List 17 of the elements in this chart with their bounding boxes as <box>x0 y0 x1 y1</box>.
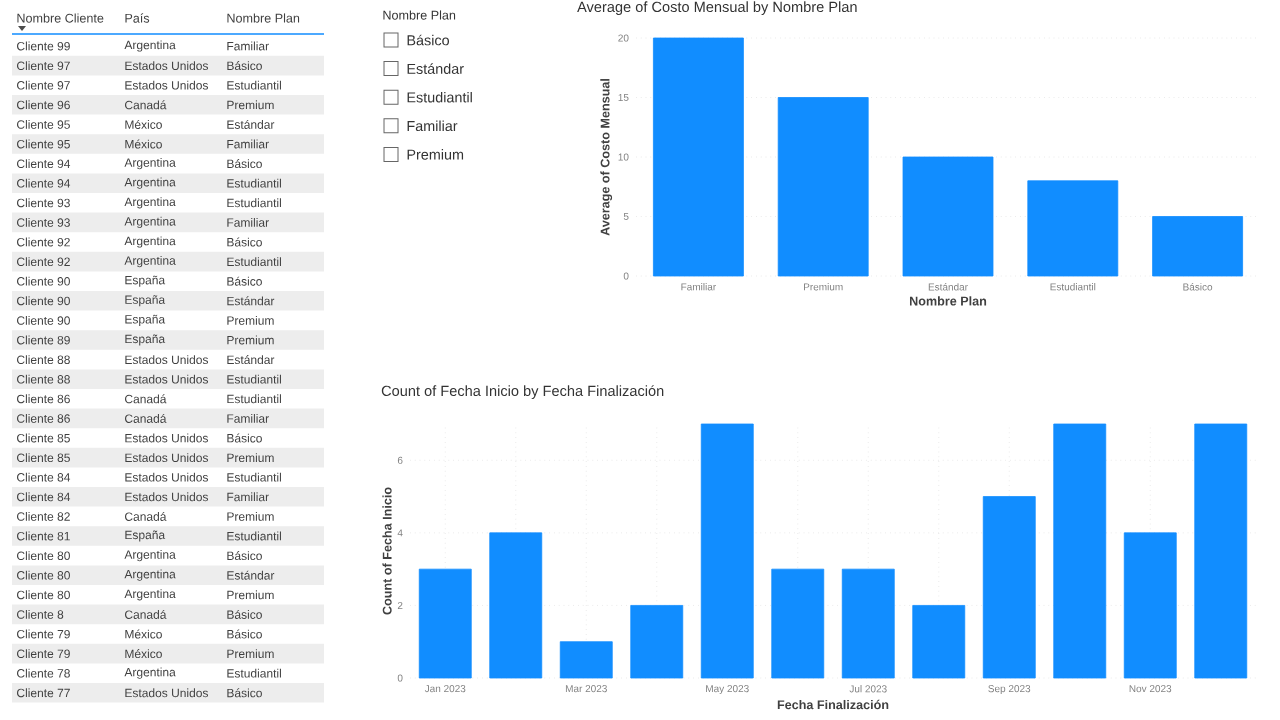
bar <box>700 423 754 679</box>
bar <box>1194 423 1248 679</box>
bar <box>982 496 1036 679</box>
bar <box>777 97 869 277</box>
bar <box>1027 180 1119 277</box>
bar <box>653 37 744 277</box>
bar <box>418 568 472 679</box>
bar <box>771 568 825 679</box>
bar <box>841 568 895 679</box>
bar <box>489 532 543 679</box>
bar <box>912 605 966 679</box>
bar <box>1053 423 1107 679</box>
bar <box>630 605 684 679</box>
bar <box>902 156 994 277</box>
bar <box>559 641 613 679</box>
bar <box>1123 532 1177 679</box>
bar <box>1152 216 1243 277</box>
